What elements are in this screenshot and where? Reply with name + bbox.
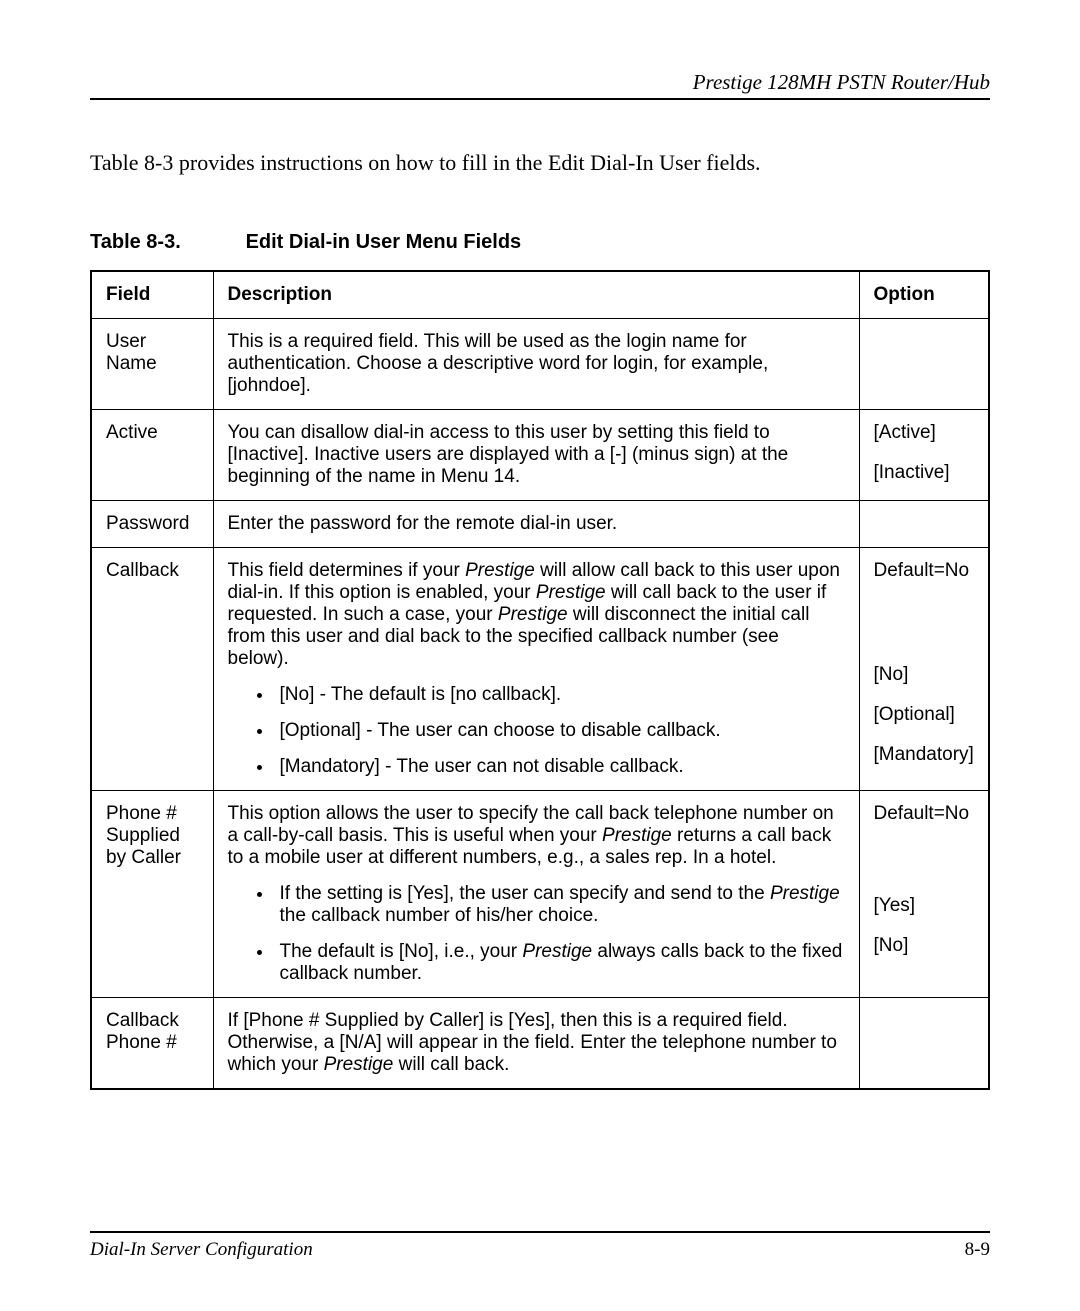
desc-paragraph: This field determines if your Prestige w… — [228, 560, 845, 670]
cell-description: If [Phone # Supplied by Caller] is [Yes]… — [213, 998, 859, 1090]
cell-option: Default=No [No] [Optional] [Mandatory] — [859, 548, 989, 791]
cell-option: Default=No [Yes] [No] — [859, 791, 989, 998]
th-option: Option — [859, 271, 989, 319]
cell-field: Active — [91, 410, 213, 501]
cell-field: Callback — [91, 548, 213, 791]
header-title: Prestige 128MH PSTN Router/Hub — [693, 70, 990, 94]
table-row: Callback Phone # If [Phone # Supplied by… — [91, 998, 989, 1090]
cell-field: Phone # Supplied by Caller — [91, 791, 213, 998]
intro-paragraph: Table 8-3 provides instructions on how t… — [90, 150, 990, 176]
list-item: The default is [No], i.e., your Prestige… — [274, 941, 845, 985]
cell-field: Password — [91, 501, 213, 548]
cell-option: [Active] [Inactive] — [859, 410, 989, 501]
table-row: Active You can disallow dial-in access t… — [91, 410, 989, 501]
table-row: Password Enter the password for the remo… — [91, 501, 989, 548]
fields-table: Field Description Option User Name This … — [90, 270, 990, 1090]
option-value: [Optional] — [874, 704, 975, 726]
table-row: User Name This is a required field. This… — [91, 319, 989, 410]
page-footer: Dial-In Server Configuration 8-9 — [90, 1231, 990, 1261]
desc-bullet-list: [No] - The default is [no callback]. [Op… — [228, 684, 845, 778]
table-row: Callback This field determines if your P… — [91, 548, 989, 791]
table-header-row: Field Description Option — [91, 271, 989, 319]
table-caption: Table 8-3. Edit Dial-in User Menu Fields — [90, 231, 990, 254]
option-value: [No] — [874, 664, 975, 686]
page: Prestige 128MH PSTN Router/Hub Table 8-3… — [0, 0, 1080, 1311]
option-value: Default=No — [874, 803, 975, 825]
desc-bullet-list: If the setting is [Yes], the user can sp… — [228, 883, 845, 985]
option-value: [Yes] — [874, 895, 975, 917]
cell-option — [859, 319, 989, 410]
list-item: If the setting is [Yes], the user can sp… — [274, 883, 845, 941]
cell-field: Callback Phone # — [91, 998, 213, 1090]
table-caption-title: Edit Dial-in User Menu Fields — [246, 231, 522, 253]
table-row: Phone # Supplied by Caller This option a… — [91, 791, 989, 998]
cell-description: This option allows the user to specify t… — [213, 791, 859, 998]
cell-description: You can disallow dial-in access to this … — [213, 410, 859, 501]
th-field: Field — [91, 271, 213, 319]
cell-field: User Name — [91, 319, 213, 410]
footer-section-title: Dial-In Server Configuration — [90, 1239, 313, 1261]
footer-page-number: 8-9 — [965, 1239, 990, 1261]
cell-description: This is a required field. This will be u… — [213, 319, 859, 410]
desc-paragraph: This option allows the user to specify t… — [228, 803, 845, 869]
cell-description: Enter the password for the remote dial-i… — [213, 501, 859, 548]
option-value: [Inactive] — [874, 462, 975, 484]
list-item: [Mandatory] - The user can not disable c… — [274, 756, 845, 778]
table-caption-number: Table 8-3. — [90, 231, 240, 254]
option-value: [Active] — [874, 422, 975, 444]
list-item: [No] - The default is [no callback]. — [274, 684, 845, 720]
th-description: Description — [213, 271, 859, 319]
cell-option — [859, 998, 989, 1090]
cell-option — [859, 501, 989, 548]
option-value: [Mandatory] — [874, 744, 975, 766]
option-value: [No] — [874, 935, 975, 957]
cell-description: This field determines if your Prestige w… — [213, 548, 859, 791]
option-value: Default=No — [874, 560, 975, 582]
page-header: Prestige 128MH PSTN Router/Hub — [90, 70, 990, 100]
list-item: [Optional] - The user can choose to disa… — [274, 720, 845, 756]
